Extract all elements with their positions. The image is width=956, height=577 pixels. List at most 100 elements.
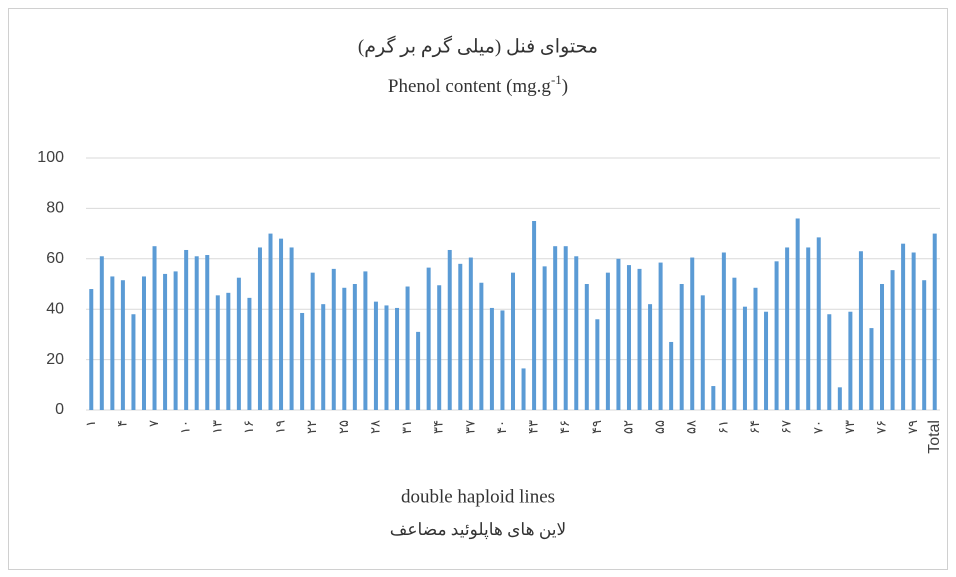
bar	[732, 277, 737, 410]
bar	[194, 256, 199, 410]
x-tick-label: ۳۱	[400, 420, 415, 434]
bar	[711, 386, 716, 410]
x-tick-label: ۴	[115, 420, 130, 427]
bar	[279, 238, 284, 410]
bar	[163, 273, 168, 410]
bar	[226, 292, 231, 410]
x-axis-title: double haploid lines	[401, 486, 555, 507]
bar	[120, 280, 125, 410]
bar	[152, 246, 157, 410]
x-tick-label: ۴۳	[527, 420, 542, 434]
bar	[542, 266, 547, 410]
bar	[721, 252, 726, 410]
bar	[880, 284, 885, 410]
bar	[869, 328, 874, 410]
bar	[184, 249, 189, 410]
x-tick-label: ۲۲	[305, 420, 320, 434]
bar	[321, 304, 326, 410]
x-tick-label: ۱	[84, 420, 99, 427]
bar	[395, 307, 400, 410]
bar	[310, 272, 315, 410]
bar	[416, 331, 421, 410]
bar	[679, 284, 684, 410]
bar	[637, 268, 642, 410]
x-tick-label: ۶۷	[780, 420, 795, 434]
x-tick-label: ۳۷	[463, 420, 478, 434]
bar	[342, 287, 347, 410]
bar	[901, 243, 906, 410]
bar	[489, 307, 494, 410]
x-tick-label: ۵۸	[685, 420, 700, 434]
bar	[384, 305, 389, 410]
bar	[700, 295, 705, 410]
bar	[827, 314, 832, 410]
bar	[932, 233, 937, 410]
bar	[437, 285, 442, 410]
bar	[785, 247, 790, 410]
bar	[352, 284, 357, 410]
bar	[669, 341, 674, 410]
bar	[532, 221, 537, 410]
x-tick-label: ۲۸	[368, 420, 383, 434]
x-tick-label: ۵۲	[621, 420, 636, 434]
y-tick-label: 0	[55, 401, 64, 418]
bar	[563, 246, 568, 410]
x-tick-label: ۱۰	[179, 420, 194, 434]
x-axis-title-fa: لاین های هاپلوئید مضاعف	[390, 520, 566, 540]
y-tick-label: 80	[46, 200, 64, 217]
bar	[363, 271, 368, 410]
bar	[858, 251, 863, 410]
x-tick-label: ۷۹	[906, 420, 921, 434]
bar	[837, 387, 842, 410]
bar	[890, 270, 895, 410]
bar	[574, 256, 579, 410]
bar	[458, 263, 463, 410]
x-tick-label: ۴۹	[590, 420, 605, 434]
bar	[99, 256, 104, 410]
chart-subtitle: Phenol content (mg.g-1)	[388, 72, 568, 97]
bar	[289, 247, 294, 410]
bar	[605, 272, 610, 410]
bar	[236, 277, 241, 410]
x-tick-label: ۱۶	[242, 420, 257, 434]
bar	[300, 312, 305, 410]
x-tick-label: ۷	[147, 420, 162, 427]
bar	[405, 286, 410, 410]
bar	[500, 310, 505, 410]
bar	[742, 306, 747, 410]
bar	[795, 218, 800, 410]
bar	[521, 368, 526, 410]
x-tick-label: ۷۳	[843, 420, 858, 434]
bar	[479, 282, 484, 410]
x-tick-label: Total	[926, 420, 943, 454]
bar	[848, 311, 853, 410]
x-tick-label: ۵۵	[653, 420, 668, 434]
bar	[648, 304, 653, 410]
bar	[911, 252, 916, 410]
bar	[553, 246, 558, 410]
bar	[511, 272, 515, 410]
bar	[268, 233, 273, 410]
x-tick-label: ۴۰	[495, 420, 510, 434]
bar	[690, 257, 695, 410]
bar	[658, 262, 663, 410]
bar	[774, 261, 779, 410]
bar	[173, 271, 178, 410]
bar	[331, 268, 336, 410]
x-tick-label: ۱۹	[274, 420, 289, 434]
bar	[626, 265, 631, 410]
bar	[753, 287, 758, 410]
x-tick-label: ۶۱	[716, 420, 731, 434]
bar	[373, 301, 378, 410]
bar	[205, 255, 210, 410]
x-tick-label: ۳۴	[432, 420, 447, 434]
x-tick-label: ۲۵	[337, 420, 352, 434]
bar	[257, 247, 262, 410]
bar	[447, 249, 452, 410]
bar	[584, 284, 589, 410]
bar	[806, 247, 811, 410]
bar	[141, 276, 146, 410]
bar	[247, 297, 252, 410]
x-tick-label: ۶۴	[748, 420, 763, 434]
